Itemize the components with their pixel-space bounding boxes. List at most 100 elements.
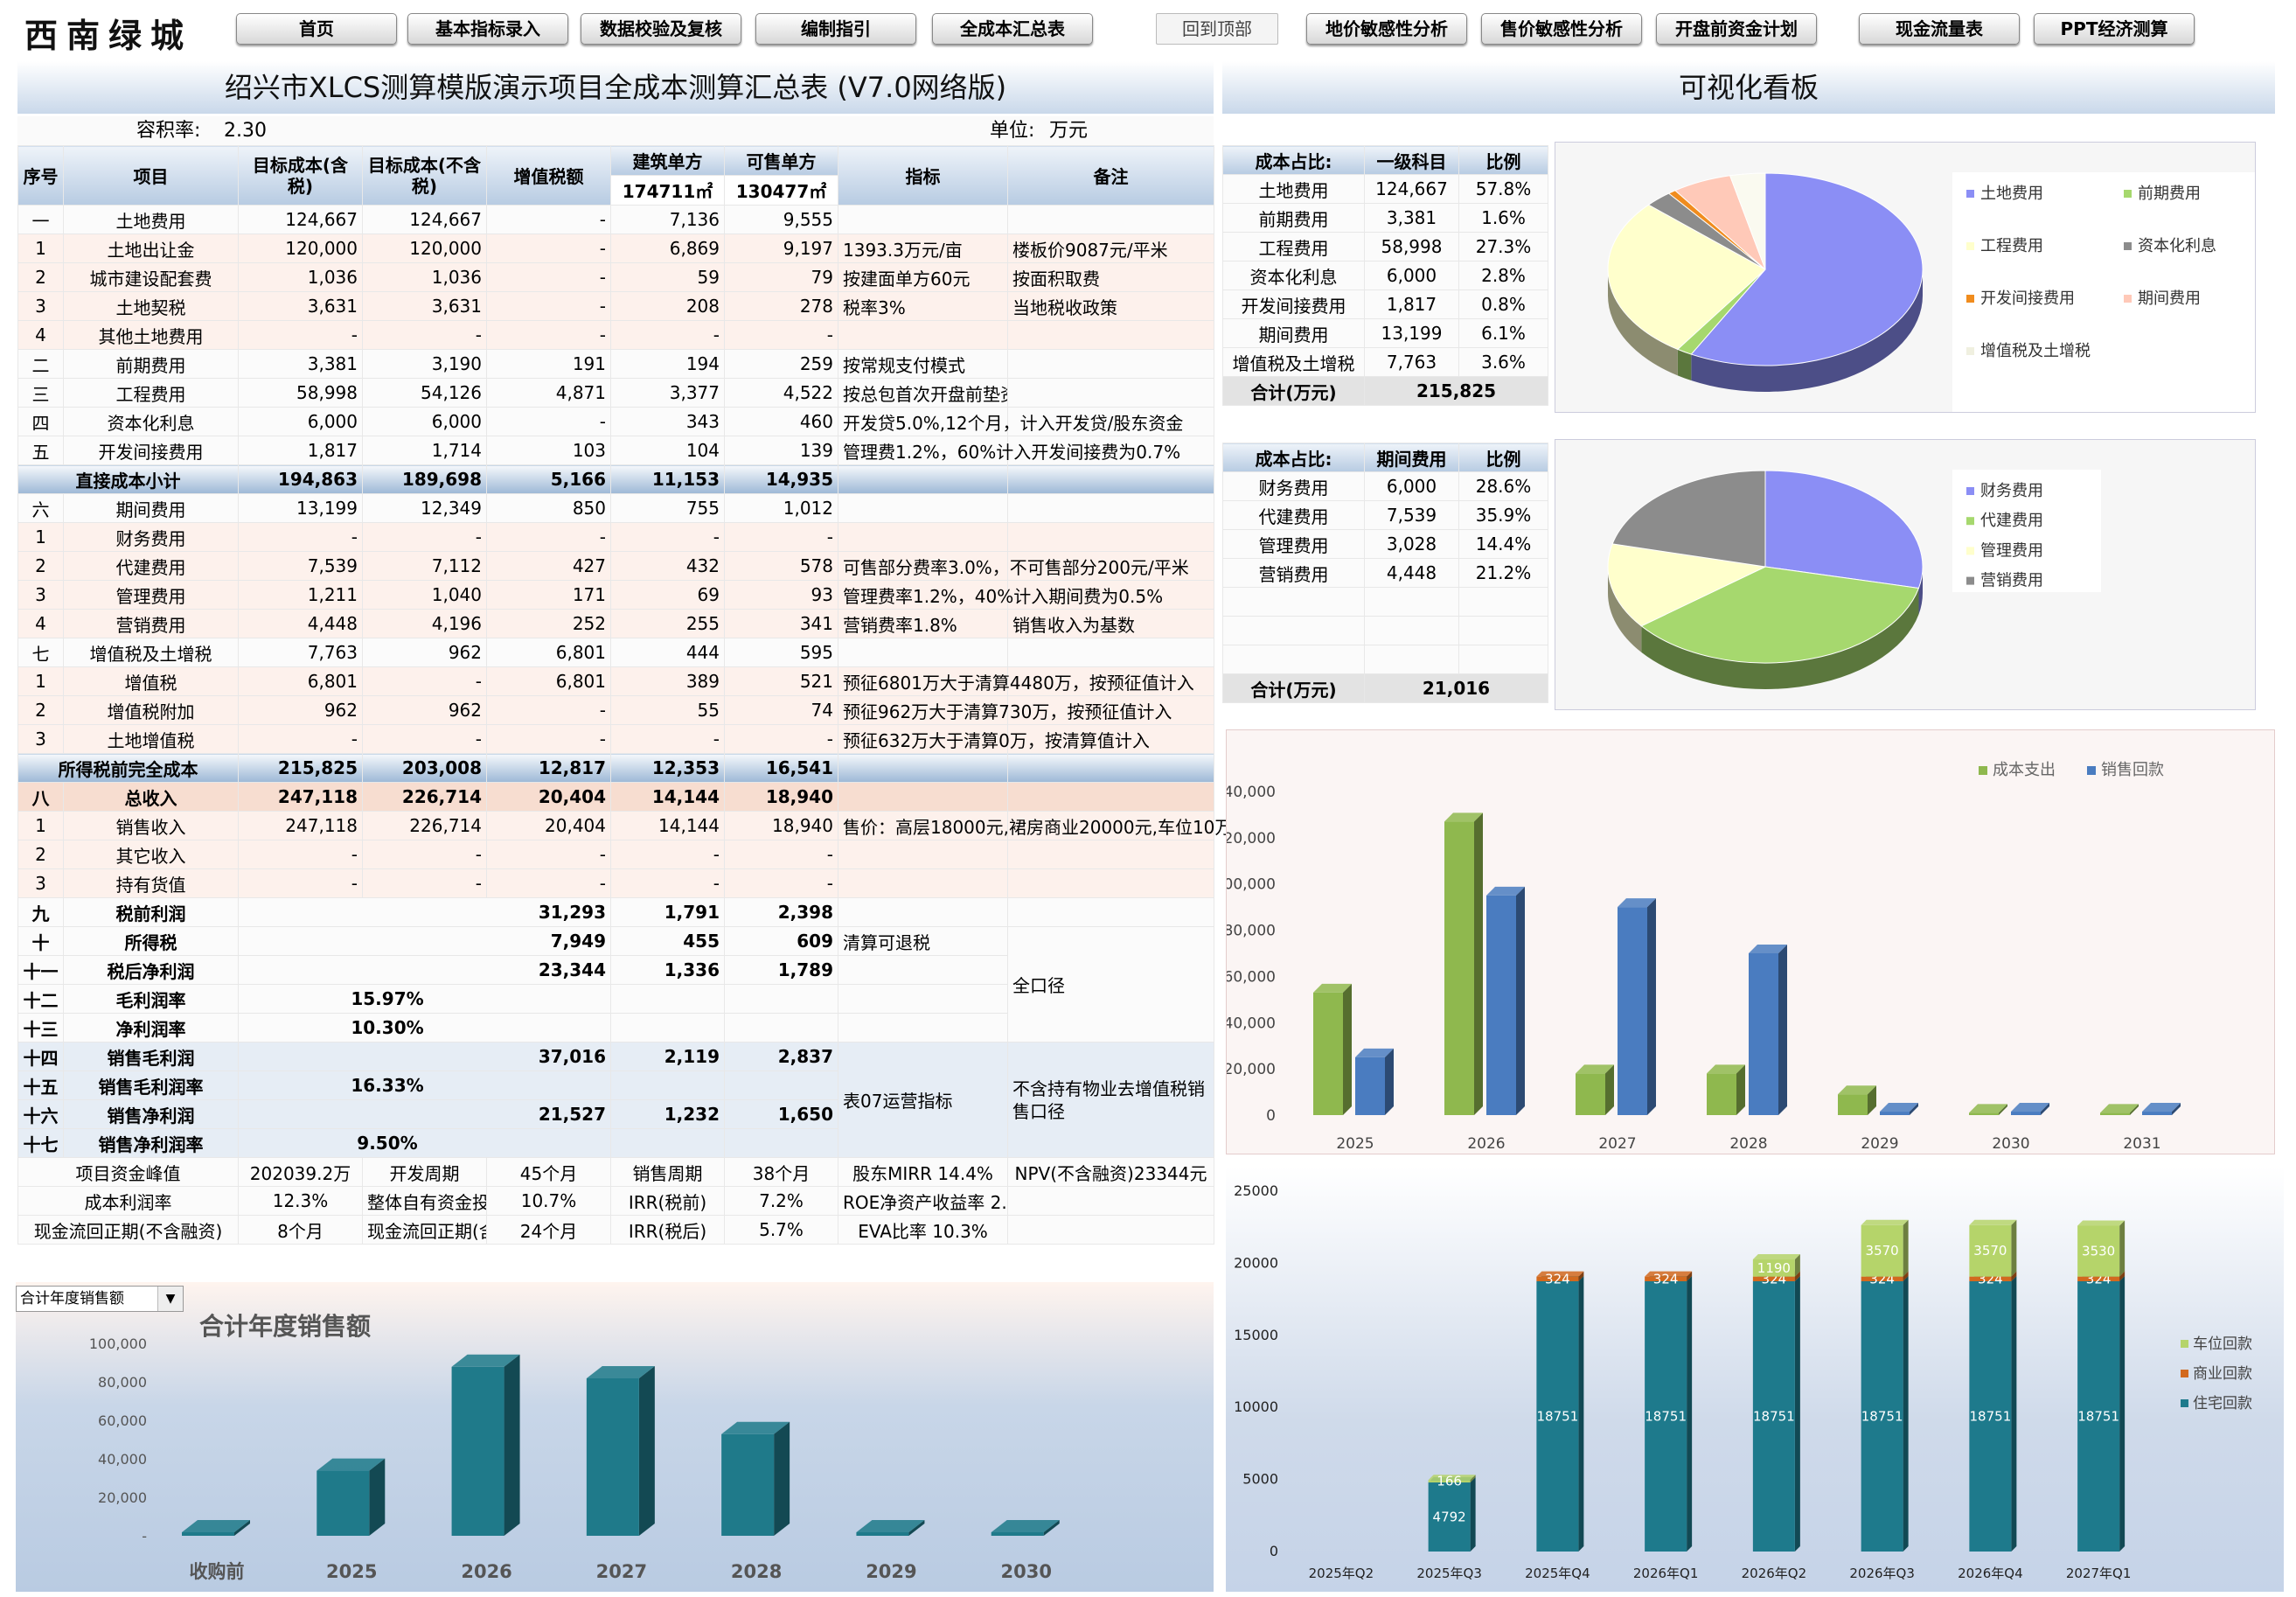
bar3-seg-side bbox=[1470, 1475, 1476, 1483]
bar3-seg-side bbox=[1903, 1219, 1909, 1277]
row-seq: 二 bbox=[17, 349, 64, 379]
profit-build-unit bbox=[610, 1070, 725, 1100]
nav-button-3[interactable]: 编制指引 bbox=[755, 13, 916, 45]
company-logo: 西南绿城 bbox=[24, 16, 193, 55]
bar3-xtick: 2027年Q1 bbox=[2066, 1566, 2132, 1581]
cost-share-pct: 27.3% bbox=[1458, 232, 1548, 262]
profit-build-unit: 1,791 bbox=[610, 897, 725, 927]
row-cost-tax-excl: 1,714 bbox=[362, 436, 487, 465]
profit-seq: 十七 bbox=[17, 1128, 64, 1158]
period-pie-legend-swatch bbox=[1966, 487, 1974, 495]
row-vat: 4,871 bbox=[486, 378, 611, 408]
header-cost-tax-excl: 目标成本(不含税) bbox=[362, 145, 487, 206]
period-share-value: 3,028 bbox=[1364, 529, 1459, 559]
period-share-value bbox=[1364, 616, 1459, 645]
bar2-bar-top bbox=[182, 1520, 250, 1532]
nav-button-9[interactable]: 现金流量表 bbox=[1859, 13, 2020, 45]
period-share-name bbox=[1222, 587, 1365, 617]
bar1-bar-top bbox=[1880, 1103, 1918, 1112]
unit-label: 单位: bbox=[990, 120, 1035, 142]
cost-pie-legend-label: 开发间接费用 bbox=[1980, 289, 2075, 308]
nav-button-0[interactable]: 首页 bbox=[236, 13, 397, 45]
period-pie-legend-label: 代建费用 bbox=[1980, 512, 2043, 530]
bar1-bar-side bbox=[1605, 1064, 1614, 1115]
bar3-ytick: 0 bbox=[1270, 1543, 1278, 1559]
nav-button-4[interactable]: 全成本汇总表 bbox=[932, 13, 1093, 45]
profit-seq: 十一 bbox=[17, 955, 64, 985]
period-share-header-cell: 期间费用 bbox=[1364, 443, 1459, 472]
bar3-seg bbox=[1536, 1276, 1579, 1281]
kpi-extra: 股东MIRR 14.4% bbox=[838, 1157, 1008, 1187]
bar3-data-label: 4792 bbox=[1433, 1510, 1466, 1525]
profit-value: 10.30% bbox=[238, 1013, 611, 1043]
row-vat: 6,801 bbox=[486, 638, 611, 667]
nav-button-5[interactable]: 回到顶部 bbox=[1156, 13, 1278, 45]
bar1-bar bbox=[1749, 953, 1778, 1115]
bar3-ytick: 25000 bbox=[1234, 1182, 1278, 1199]
row-cost-tax-excl: 189,698 bbox=[362, 464, 487, 494]
row-cost-tax-incl: - bbox=[238, 868, 363, 898]
nav-button-10[interactable]: PPT经济测算 bbox=[2034, 13, 2195, 45]
cost-pie-slice-side bbox=[1677, 349, 1692, 381]
cost-pie-slice-6 bbox=[1729, 172, 1766, 270]
profit-build-unit: 1,336 bbox=[610, 955, 725, 985]
kpi-label: 成本利润率 bbox=[17, 1186, 239, 1216]
profit-build-unit: 455 bbox=[610, 926, 725, 956]
row-seq: 3 bbox=[17, 580, 64, 610]
period-share-row: 管理费用 3,028 14.4% bbox=[1222, 529, 1548, 559]
row-sale-unit: 1,012 bbox=[724, 493, 838, 523]
nav-button-6[interactable]: 地价敏感性分析 bbox=[1306, 13, 1467, 45]
row-cost-tax-incl: 124,667 bbox=[238, 205, 363, 234]
period-share-header: 成本占比: 期间费用 比例 bbox=[1222, 443, 1548, 472]
profit-sale-unit: 1,650 bbox=[724, 1099, 838, 1129]
bar3-xtick: 2026年Q4 bbox=[1958, 1566, 2023, 1581]
kpi-value-2: 10.7% bbox=[486, 1186, 611, 1216]
nav-button-7[interactable]: 售价敏感性分析 bbox=[1481, 13, 1642, 45]
profit-sale-unit: 2,837 bbox=[724, 1042, 838, 1071]
row-note: 当地税收政策 bbox=[1007, 291, 1214, 321]
nav-button-1[interactable]: 基本指标录入 bbox=[407, 13, 568, 45]
row-build-unit: 444 bbox=[610, 638, 725, 667]
bar1-bar-side bbox=[1910, 1103, 1918, 1115]
cost-share-table: 成本占比: 一级科目 比例 土地费用 124,667 57.8% 前期费用 3,381 1.6%… bbox=[1222, 145, 1548, 406]
kpi-value-2: 24个月 bbox=[486, 1215, 611, 1245]
kpi-value: 202039.2万 bbox=[238, 1157, 363, 1187]
profit-note: 全口径 bbox=[1007, 926, 1214, 1043]
bar3-seg bbox=[1752, 1280, 1795, 1552]
row-build-unit: 6,869 bbox=[610, 234, 725, 263]
bar1-xtick: 2031 bbox=[2123, 1135, 2160, 1153]
chevron-down-icon[interactable]: ▼ bbox=[157, 1287, 183, 1311]
row-item: 城市建设配套费 bbox=[63, 262, 239, 292]
row-cost-tax-excl: 120,000 bbox=[362, 234, 487, 263]
bar3-seg bbox=[1645, 1276, 1687, 1281]
row-vat: - bbox=[486, 522, 611, 552]
profit-index: 清算可退税 bbox=[838, 926, 1008, 956]
cost-share-pct: 6.1% bbox=[1458, 318, 1548, 348]
row-item: 增值税及土增税 bbox=[63, 638, 239, 667]
row-cost-tax-excl: 203,008 bbox=[362, 753, 487, 783]
cost-share-value: 124,667 bbox=[1364, 174, 1459, 204]
row-index bbox=[838, 493, 1008, 523]
row-cost-tax-incl: 215,825 bbox=[238, 753, 363, 783]
bar1-bar bbox=[1576, 1073, 1605, 1115]
row-build-unit: 432 bbox=[610, 551, 725, 581]
nav-button-2[interactable]: 数据校验及复核 bbox=[581, 13, 741, 45]
row-item: 前期费用 bbox=[63, 349, 239, 379]
profit-row: 十六 销售净利润 21,527 1,232 1,650 bbox=[17, 1099, 1214, 1129]
chart-metric-select[interactable]: 合计年度销售额 ▼ bbox=[16, 1286, 184, 1312]
row-vat: 252 bbox=[486, 609, 611, 638]
row-build-unit: 755 bbox=[610, 493, 725, 523]
cost-share-row: 期间费用 13,199 6.1% bbox=[1222, 318, 1548, 348]
nav-button-8[interactable]: 开盘前资金计划 bbox=[1656, 13, 1817, 45]
table-row: 2代建费用7,5397,112427432578可售部分费率3.0%，不可售部分… bbox=[17, 551, 1214, 581]
row-sale-unit: 18,940 bbox=[724, 811, 838, 840]
bar3-xtick: 2026年Q2 bbox=[1742, 1566, 1807, 1581]
profit-seq: 九 bbox=[17, 897, 64, 927]
bar3-data-label: 18751 bbox=[1970, 1408, 2012, 1424]
row-cost-tax-incl: 4,448 bbox=[238, 609, 363, 638]
profit-value: 15.97% bbox=[238, 984, 611, 1014]
row-cost-tax-incl: 7,539 bbox=[238, 551, 363, 581]
row-sale-unit: 14,935 bbox=[724, 464, 838, 494]
row-cost-tax-excl: 7,112 bbox=[362, 551, 487, 581]
cost-share-name: 增值税及土增税 bbox=[1222, 347, 1365, 377]
